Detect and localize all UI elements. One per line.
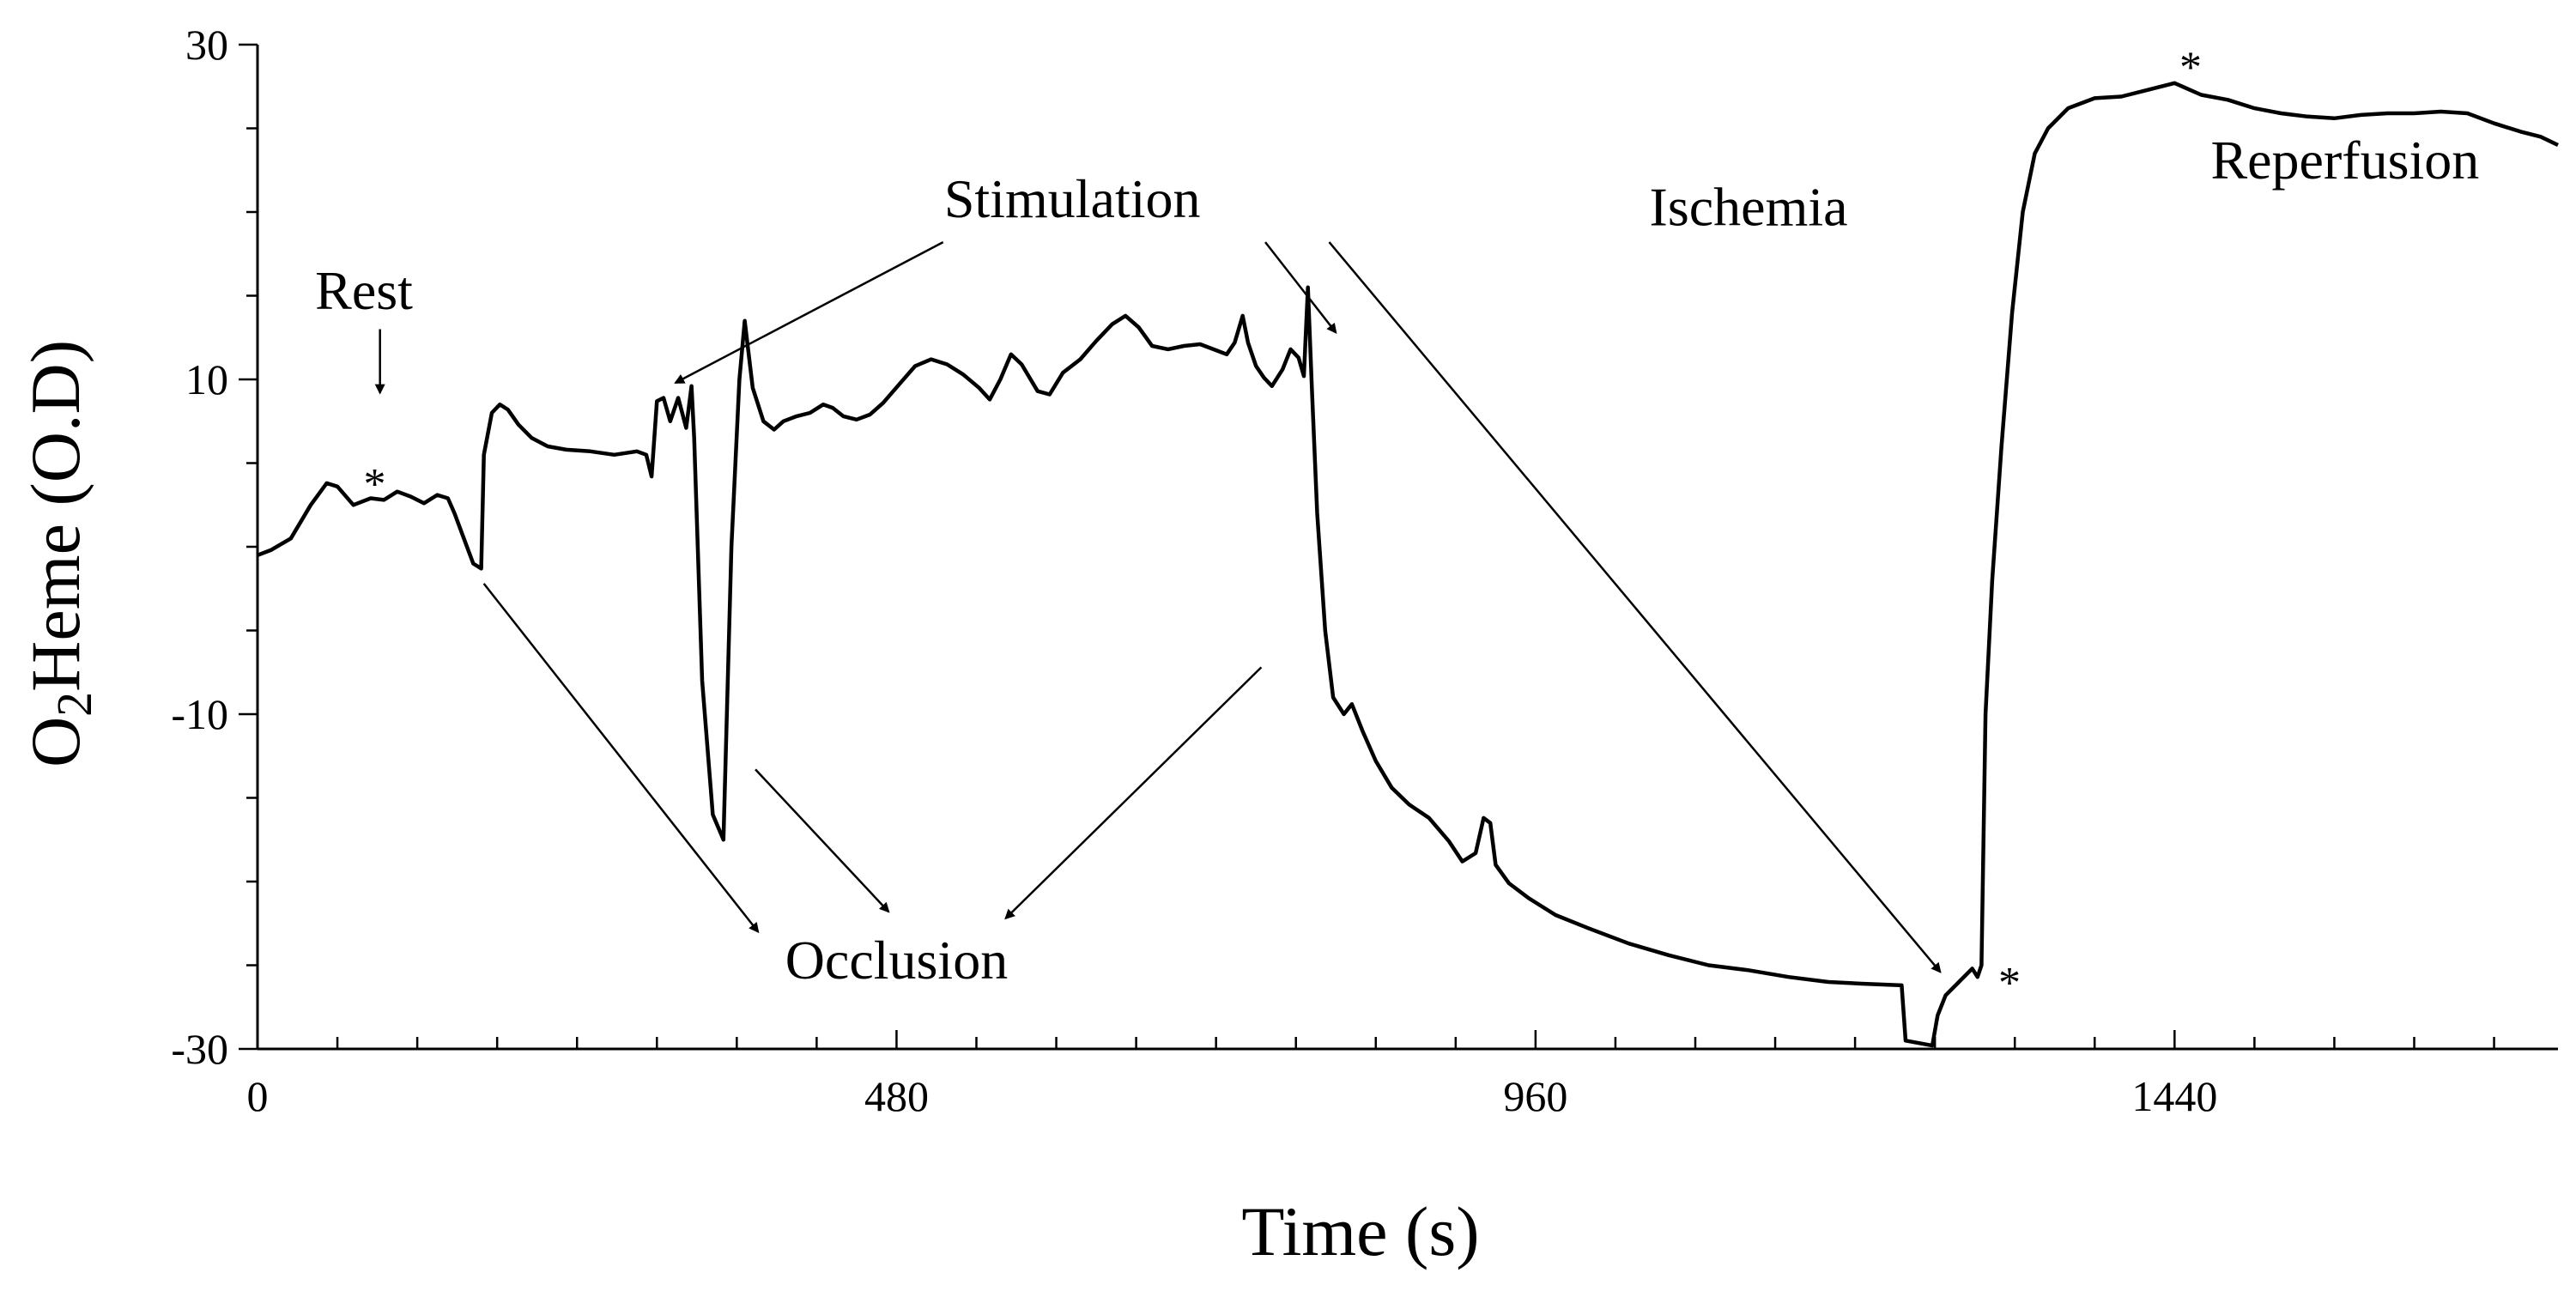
annotation-reperfusion: Reperfusion [2210, 130, 2479, 191]
y-tick-label: -10 [171, 690, 228, 738]
x-tick-label: 480 [864, 1072, 929, 1120]
annotation-stimulation: Stimulation [944, 168, 1201, 229]
x-tick-label: 960 [1503, 1072, 1567, 1120]
star-ischemia-end: * [1998, 959, 2021, 1008]
annotation-ischemia: Ischemia [1650, 177, 1848, 238]
stim-arrow-3 [1328, 241, 1942, 973]
axes [256, 45, 2558, 1051]
star-rest: * [363, 460, 385, 509]
x-tick-label: 0 [247, 1072, 269, 1120]
occlusion-arrow-2 [755, 768, 890, 913]
stim-arrow-2 [1264, 241, 1337, 334]
series-line-o2heme [257, 81, 2559, 1048]
y-axis-title-base: O [16, 717, 94, 767]
x-axis-title: Time (s) [1241, 1192, 1479, 1270]
y-tick-label: 10 [185, 355, 228, 403]
annotation-rest: Rest [315, 260, 413, 321]
y-tick-label: 30 [185, 21, 228, 69]
ticks: 0 480 960 1440 -30 -10 10 30 [171, 21, 2495, 1120]
star-reperfusion-peak: * [2179, 43, 2202, 92]
y-axis-title-rest: Heme (O.D) [16, 340, 94, 692]
stim-arrow-1 [674, 240, 944, 385]
y-axis-title-subscript: 2 [46, 692, 102, 717]
y-axis-title: O2Heme (O.D) [16, 340, 102, 767]
annotation-occlusion: Occlusion [785, 930, 1009, 991]
y-tick-label: -30 [171, 1025, 228, 1073]
x-tick-label: 1440 [2131, 1072, 2217, 1120]
occlusion-arrow-3 [1004, 666, 1263, 920]
occlusion-arrow-1 [482, 583, 760, 934]
arrows [374, 240, 1942, 973]
annotations: Rest Stimulation Ischemia Reperfusion Occlus… [315, 43, 2479, 1008]
series [257, 81, 2559, 1048]
